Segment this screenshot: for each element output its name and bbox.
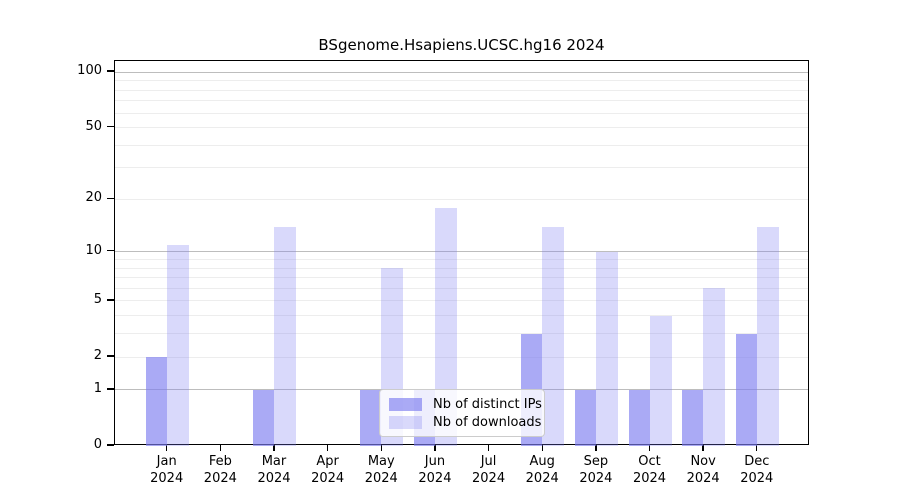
y-tick-mark	[107, 299, 114, 301]
legend-item-distinct-ips: Nb of distinct IPs	[389, 396, 544, 412]
legend-item-downloads: Nb of downloads	[389, 414, 544, 430]
chart-title: BSgenome.Hsapiens.UCSC.hg16 2024	[318, 36, 605, 54]
bar-downloads-nov	[703, 288, 726, 446]
x-tick-label: Feb 2024	[203, 454, 237, 486]
x-tick-mark	[434, 445, 436, 451]
x-tick-mark	[756, 445, 758, 451]
bar-distinct-ips-jan	[145, 357, 167, 446]
x-tick-label: Sep 2024	[579, 454, 613, 486]
bar-distinct-ips-may	[360, 389, 382, 446]
bar-downloads-jun	[434, 207, 457, 446]
x-tick-label: Mar 2024	[257, 454, 291, 486]
x-tick-mark	[219, 445, 222, 451]
x-tick-label: Oct 2024	[632, 454, 667, 486]
gridline-minor	[115, 89, 808, 91]
x-tick-mark	[702, 445, 704, 451]
gridline-minor	[115, 267, 808, 269]
y-tick-mark	[107, 70, 114, 72]
gridline-minor	[115, 287, 808, 289]
x-tick-mark	[326, 445, 329, 451]
y-tick-label: 2	[93, 348, 102, 363]
y-tick-mark	[107, 444, 114, 446]
bar-distinct-ips-mar	[252, 389, 274, 446]
y-tick-mark	[107, 250, 114, 252]
x-tick-mark	[595, 445, 597, 451]
gridline-minor	[115, 315, 808, 317]
x-tick-label: Jan 2024	[150, 454, 184, 486]
x-tick-mark	[648, 445, 651, 451]
y-tick-label: 100	[77, 63, 102, 79]
gridline-minor	[115, 356, 808, 358]
legend-label-distinct-ips: Nb of distinct IPs	[433, 396, 542, 412]
gridline-major	[115, 251, 808, 253]
gridline-minor	[115, 144, 808, 146]
legend-swatch-downloads	[389, 415, 422, 429]
bar-downloads-dec	[756, 226, 779, 446]
bar-downloads-aug	[542, 226, 565, 446]
plot-area: Nb of distinct IPs Nb of downloads	[114, 60, 809, 446]
bar-distinct-ips-sep	[574, 389, 596, 446]
gridline-minor	[115, 167, 808, 169]
x-tick-mark	[541, 445, 543, 451]
y-tick-label: 20	[85, 190, 102, 206]
y-tick-mark	[107, 125, 114, 128]
gridline-minor	[115, 80, 808, 82]
gridline-minor	[115, 100, 808, 102]
x-tick-mark	[166, 445, 168, 451]
legend-label-downloads: Nb of downloads	[433, 414, 542, 430]
y-tick-label: 0	[93, 437, 102, 452]
x-tick-label: May 2024	[364, 454, 398, 486]
x-tick-mark	[273, 445, 275, 451]
x-tick-label: Nov 2024	[686, 454, 720, 486]
bar-downloads-mar	[273, 226, 296, 446]
gridline-minor	[115, 112, 808, 114]
gridline-minor	[115, 127, 808, 129]
gridline-minor	[115, 198, 808, 200]
x-tick-mark	[487, 445, 490, 451]
y-tick-label: 1	[93, 380, 102, 396]
y-tick-label: 50	[85, 118, 102, 134]
bar-distinct-ips-oct	[628, 389, 650, 446]
gridline-minor	[115, 258, 808, 260]
legend: Nb of distinct IPs Nb of downloads	[379, 389, 545, 437]
bar-downloads-jan	[166, 244, 189, 446]
y-tick-mark	[107, 388, 114, 390]
x-tick-label: Aug 2024	[525, 454, 559, 486]
bar-downloads-sep	[595, 251, 618, 446]
x-tick-mark	[380, 445, 382, 451]
gridline-minor	[115, 333, 808, 335]
y-tick-mark	[107, 197, 114, 200]
x-tick-label: Dec 2024	[740, 454, 774, 486]
x-tick-label: Jul 2024	[472, 454, 506, 486]
bar-distinct-ips-dec	[735, 333, 757, 446]
y-tick-mark	[107, 355, 114, 357]
legend-swatch-distinct-ips	[389, 397, 422, 411]
bar-downloads-oct	[649, 315, 672, 446]
x-tick-label: Jun 2024	[418, 454, 452, 486]
bar-distinct-ips-nov	[682, 389, 704, 446]
gridline-minor	[115, 277, 808, 279]
y-tick-label: 5	[93, 291, 102, 307]
y-tick-label: 10	[85, 242, 102, 258]
gridline-major	[115, 71, 808, 73]
gridline-minor	[115, 300, 808, 302]
x-tick-label: Apr 2024	[311, 454, 345, 486]
